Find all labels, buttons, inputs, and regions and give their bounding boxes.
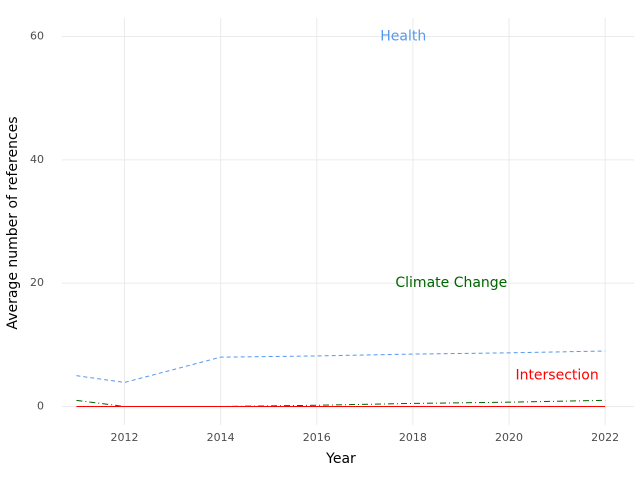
x-axis-label: Year: [325, 451, 356, 467]
annotation: Intersection: [515, 368, 598, 384]
y-tick-label: 20: [30, 276, 44, 289]
x-tick-label: 2014: [207, 431, 235, 444]
y-tick-label: 0: [37, 400, 44, 413]
x-tick-label: 2012: [110, 431, 138, 444]
y-tick-label: 60: [30, 30, 44, 43]
annotation: Health: [380, 29, 426, 45]
x-tick-label: 2016: [303, 431, 331, 444]
x-tick-label: 2020: [495, 431, 523, 444]
series-line: [76, 350, 606, 383]
x-tick-label: 2022: [591, 431, 619, 444]
annotation: Climate Change: [395, 275, 507, 291]
x-tick-label: 2018: [399, 431, 427, 444]
series-line: [76, 399, 606, 407]
y-axis-label: Average number of references: [5, 116, 21, 329]
y-tick-label: 40: [30, 153, 44, 166]
